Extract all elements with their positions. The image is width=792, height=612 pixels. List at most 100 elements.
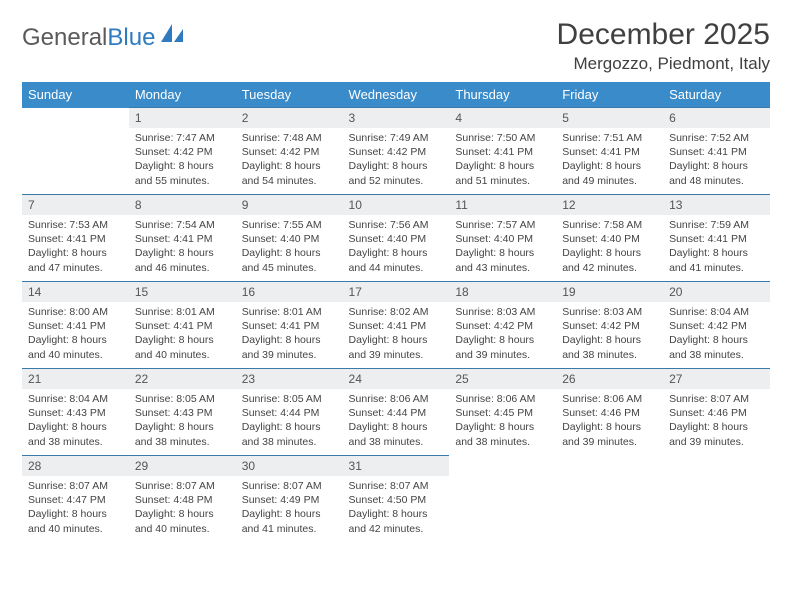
title-block: December 2025 Mergozzo, Piedmont, Italy xyxy=(557,18,770,74)
sunset-line: Sunset: 4:42 PM xyxy=(455,319,550,333)
day-body: Sunrise: 7:56 AMSunset: 4:40 PMDaylight:… xyxy=(343,215,450,279)
sunset-line: Sunset: 4:50 PM xyxy=(349,493,444,507)
daylight-line: Daylight: 8 hours and 40 minutes. xyxy=(28,333,123,361)
daylight-line: Daylight: 8 hours and 46 minutes. xyxy=(135,246,230,274)
daylight-line: Daylight: 8 hours and 55 minutes. xyxy=(135,159,230,187)
daylight-line: Daylight: 8 hours and 38 minutes. xyxy=(242,420,337,448)
sunrise-line: Sunrise: 7:53 AM xyxy=(28,218,123,232)
daylight-line: Daylight: 8 hours and 38 minutes. xyxy=(455,420,550,448)
calendar-body: 1Sunrise: 7:47 AMSunset: 4:42 PMDaylight… xyxy=(22,108,770,543)
sunset-line: Sunset: 4:41 PM xyxy=(135,319,230,333)
sunrise-line: Sunrise: 8:07 AM xyxy=(28,479,123,493)
sunrise-line: Sunrise: 8:03 AM xyxy=(455,305,550,319)
day-body: Sunrise: 8:03 AMSunset: 4:42 PMDaylight:… xyxy=(556,302,663,366)
day-body: Sunrise: 7:59 AMSunset: 4:41 PMDaylight:… xyxy=(663,215,770,279)
day-body: Sunrise: 8:06 AMSunset: 4:45 PMDaylight:… xyxy=(449,389,556,453)
day-number: 19 xyxy=(556,282,663,302)
day-number: 29 xyxy=(129,456,236,476)
day-number: 1 xyxy=(129,108,236,128)
sunset-line: Sunset: 4:41 PM xyxy=(135,232,230,246)
week-row: 21Sunrise: 8:04 AMSunset: 4:43 PMDayligh… xyxy=(22,369,770,456)
sunset-line: Sunset: 4:41 PM xyxy=(28,319,123,333)
day-cell: 16Sunrise: 8:01 AMSunset: 4:41 PMDayligh… xyxy=(236,282,343,369)
daylight-line: Daylight: 8 hours and 49 minutes. xyxy=(562,159,657,187)
day-cell: 18Sunrise: 8:03 AMSunset: 4:42 PMDayligh… xyxy=(449,282,556,369)
sunrise-line: Sunrise: 8:06 AM xyxy=(349,392,444,406)
day-cell: 22Sunrise: 8:05 AMSunset: 4:43 PMDayligh… xyxy=(129,369,236,456)
day-cell: 25Sunrise: 8:06 AMSunset: 4:45 PMDayligh… xyxy=(449,369,556,456)
header: GeneralBlue December 2025 Mergozzo, Pied… xyxy=(22,18,770,74)
day-cell: 4Sunrise: 7:50 AMSunset: 4:41 PMDaylight… xyxy=(449,108,556,195)
day-header: Thursday xyxy=(449,82,556,108)
day-cell xyxy=(663,456,770,543)
day-number: 8 xyxy=(129,195,236,215)
day-number: 12 xyxy=(556,195,663,215)
sunrise-line: Sunrise: 8:00 AM xyxy=(28,305,123,319)
logo: GeneralBlue xyxy=(22,24,185,52)
week-row: 7Sunrise: 7:53 AMSunset: 4:41 PMDaylight… xyxy=(22,195,770,282)
sunrise-line: Sunrise: 7:52 AM xyxy=(669,131,764,145)
day-body: Sunrise: 8:07 AMSunset: 4:49 PMDaylight:… xyxy=(236,476,343,540)
sunset-line: Sunset: 4:41 PM xyxy=(242,319,337,333)
day-cell: 31Sunrise: 8:07 AMSunset: 4:50 PMDayligh… xyxy=(343,456,450,543)
day-number: 17 xyxy=(343,282,450,302)
sunset-line: Sunset: 4:42 PM xyxy=(349,145,444,159)
day-header: Saturday xyxy=(663,82,770,108)
day-body: Sunrise: 8:03 AMSunset: 4:42 PMDaylight:… xyxy=(449,302,556,366)
day-cell: 23Sunrise: 8:05 AMSunset: 4:44 PMDayligh… xyxy=(236,369,343,456)
daylight-line: Daylight: 8 hours and 52 minutes. xyxy=(349,159,444,187)
day-body: Sunrise: 8:05 AMSunset: 4:44 PMDaylight:… xyxy=(236,389,343,453)
sunrise-line: Sunrise: 8:02 AM xyxy=(349,305,444,319)
daylight-line: Daylight: 8 hours and 40 minutes. xyxy=(135,507,230,535)
sunrise-line: Sunrise: 7:55 AM xyxy=(242,218,337,232)
day-number: 20 xyxy=(663,282,770,302)
daylight-line: Daylight: 8 hours and 42 minutes. xyxy=(562,246,657,274)
sunset-line: Sunset: 4:42 PM xyxy=(135,145,230,159)
day-body: Sunrise: 8:01 AMSunset: 4:41 PMDaylight:… xyxy=(129,302,236,366)
day-header: Monday xyxy=(129,82,236,108)
day-cell: 15Sunrise: 8:01 AMSunset: 4:41 PMDayligh… xyxy=(129,282,236,369)
sunrise-line: Sunrise: 8:07 AM xyxy=(669,392,764,406)
day-number: 31 xyxy=(343,456,450,476)
sunset-line: Sunset: 4:41 PM xyxy=(669,145,764,159)
day-cell: 8Sunrise: 7:54 AMSunset: 4:41 PMDaylight… xyxy=(129,195,236,282)
day-cell xyxy=(22,108,129,195)
calendar-page: GeneralBlue December 2025 Mergozzo, Pied… xyxy=(0,0,792,552)
daylight-line: Daylight: 8 hours and 42 minutes. xyxy=(349,507,444,535)
day-cell: 28Sunrise: 8:07 AMSunset: 4:47 PMDayligh… xyxy=(22,456,129,543)
day-body: Sunrise: 8:01 AMSunset: 4:41 PMDaylight:… xyxy=(236,302,343,366)
sunset-line: Sunset: 4:47 PM xyxy=(28,493,123,507)
day-number: 6 xyxy=(663,108,770,128)
day-number: 21 xyxy=(22,369,129,389)
day-header: Sunday xyxy=(22,82,129,108)
sunrise-line: Sunrise: 8:07 AM xyxy=(135,479,230,493)
sunset-line: Sunset: 4:44 PM xyxy=(349,406,444,420)
sunrise-line: Sunrise: 7:48 AM xyxy=(242,131,337,145)
day-header: Wednesday xyxy=(343,82,450,108)
day-body: Sunrise: 7:55 AMSunset: 4:40 PMDaylight:… xyxy=(236,215,343,279)
week-row: 1Sunrise: 7:47 AMSunset: 4:42 PMDaylight… xyxy=(22,108,770,195)
daylight-line: Daylight: 8 hours and 39 minutes. xyxy=(562,420,657,448)
daylight-line: Daylight: 8 hours and 48 minutes. xyxy=(669,159,764,187)
sunrise-line: Sunrise: 8:06 AM xyxy=(562,392,657,406)
day-cell: 5Sunrise: 7:51 AMSunset: 4:41 PMDaylight… xyxy=(556,108,663,195)
sunset-line: Sunset: 4:42 PM xyxy=(242,145,337,159)
day-cell: 1Sunrise: 7:47 AMSunset: 4:42 PMDaylight… xyxy=(129,108,236,195)
day-cell: 17Sunrise: 8:02 AMSunset: 4:41 PMDayligh… xyxy=(343,282,450,369)
daylight-line: Daylight: 8 hours and 47 minutes. xyxy=(28,246,123,274)
sunset-line: Sunset: 4:44 PM xyxy=(242,406,337,420)
daylight-line: Daylight: 8 hours and 38 minutes. xyxy=(135,420,230,448)
day-cell: 14Sunrise: 8:00 AMSunset: 4:41 PMDayligh… xyxy=(22,282,129,369)
sunset-line: Sunset: 4:43 PM xyxy=(135,406,230,420)
day-cell: 13Sunrise: 7:59 AMSunset: 4:41 PMDayligh… xyxy=(663,195,770,282)
day-body: Sunrise: 7:51 AMSunset: 4:41 PMDaylight:… xyxy=(556,128,663,192)
day-cell: 9Sunrise: 7:55 AMSunset: 4:40 PMDaylight… xyxy=(236,195,343,282)
day-number: 7 xyxy=(22,195,129,215)
sunrise-line: Sunrise: 7:51 AM xyxy=(562,131,657,145)
sunset-line: Sunset: 4:48 PM xyxy=(135,493,230,507)
sunrise-line: Sunrise: 7:56 AM xyxy=(349,218,444,232)
daylight-line: Daylight: 8 hours and 39 minutes. xyxy=(455,333,550,361)
day-number: 18 xyxy=(449,282,556,302)
day-number: 10 xyxy=(343,195,450,215)
logo-text-a: General xyxy=(22,24,107,52)
